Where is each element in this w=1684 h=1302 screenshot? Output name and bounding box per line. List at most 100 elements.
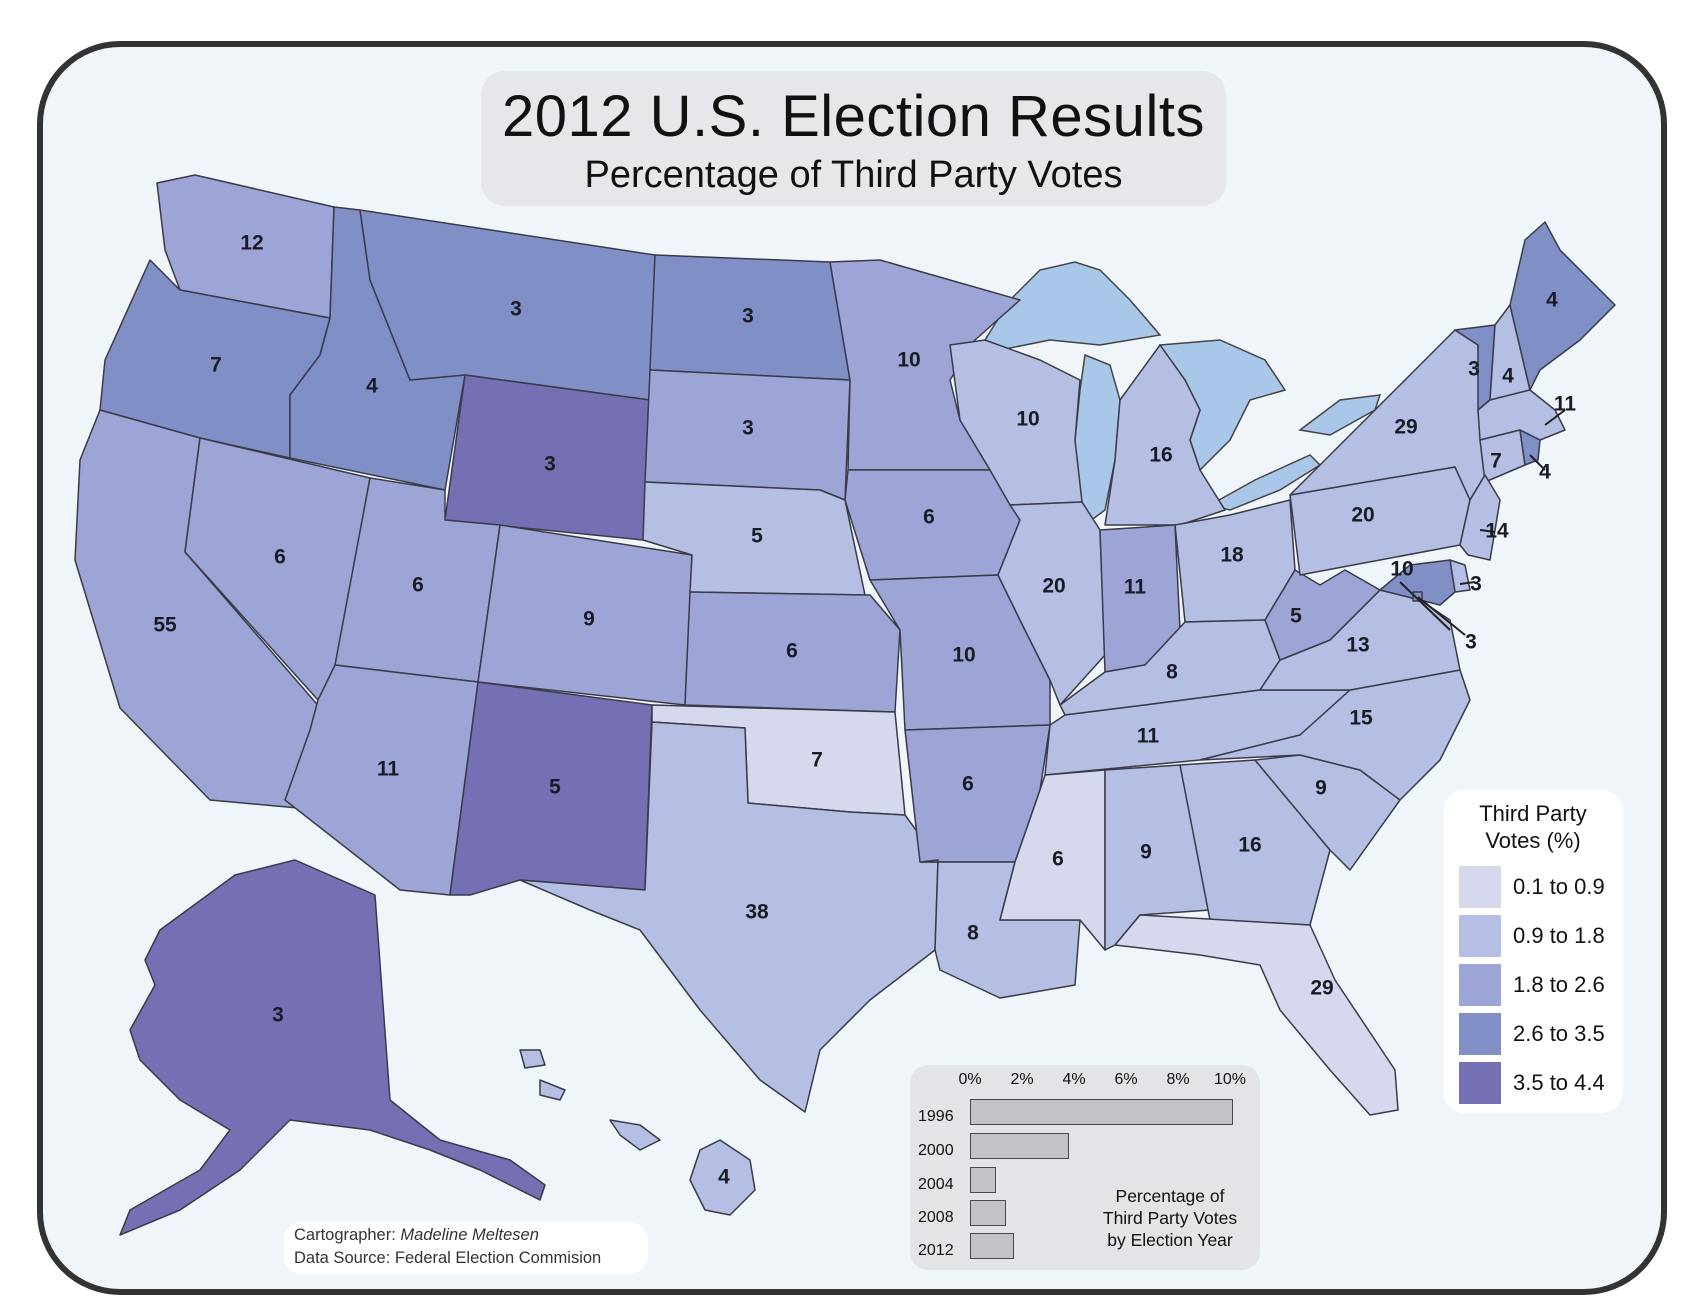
- bar-1996: [970, 1099, 1233, 1125]
- label-ut: 6: [412, 574, 424, 597]
- state-il[interactable]: [997, 501, 1106, 706]
- label-co: 9: [583, 608, 595, 631]
- year-label: 2000: [918, 1142, 954, 1159]
- state-tx[interactable]: [519, 721, 939, 1113]
- legend-item: 0.1 to 0.9: [1459, 866, 1619, 908]
- state-ks[interactable]: [684, 591, 901, 713]
- state-me[interactable]: [1509, 221, 1616, 391]
- data-source-credit: Data Source: Federal Election Commision: [294, 1249, 602, 1267]
- label-de: 3: [1470, 573, 1482, 596]
- label-wy: 3: [544, 453, 556, 476]
- legend-swatch: [1459, 1013, 1501, 1055]
- legend-item: 2.6 to 3.5: [1459, 1013, 1619, 1055]
- label-nc: 15: [1349, 707, 1373, 730]
- label-vt: 3: [1468, 358, 1480, 381]
- label-ia: 6: [923, 506, 935, 529]
- label-ne: 5: [751, 525, 763, 548]
- label-tn: 11: [1137, 725, 1160, 748]
- state-fl[interactable]: [1114, 914, 1399, 1116]
- tick-label: 2%: [1010, 1071, 1034, 1088]
- year-label: 2012: [918, 1242, 954, 1259]
- credits-box: Cartographer: Madeline Meltesen Data Sou…: [284, 1222, 648, 1274]
- year-label: 2008: [918, 1209, 954, 1226]
- label-sd: 3: [742, 417, 754, 440]
- label-ny: 29: [1394, 416, 1417, 439]
- bar-2008: [970, 1200, 1007, 1226]
- label-fl: 29: [1310, 977, 1333, 1000]
- leader-nj: [1479, 529, 1496, 533]
- label-ky: 8: [1166, 661, 1178, 684]
- state-hi[interactable]: [519, 1049, 756, 1216]
- legend-label: 0.1 to 0.9: [1513, 874, 1605, 899]
- label-ks: 6: [786, 640, 798, 663]
- tick-label: 8%: [1166, 1071, 1190, 1088]
- state-mn[interactable]: [829, 259, 1021, 471]
- bar-2012: [970, 1233, 1015, 1259]
- lake-ontario: [1298, 394, 1382, 436]
- legend-label: 3.5 to 4.4: [1513, 1070, 1605, 1095]
- lake-superior: [983, 261, 1162, 351]
- label-ca: 55: [153, 614, 177, 637]
- leader-dc: [1417, 596, 1466, 636]
- bar-2000: [970, 1133, 1069, 1159]
- legend-item: 0.9 to 1.8: [1459, 915, 1619, 957]
- label-ga: 16: [1238, 834, 1261, 857]
- label-me: 4: [1546, 289, 1558, 312]
- label-la: 8: [967, 922, 979, 945]
- tick-label: 0%: [958, 1071, 982, 1088]
- label-ri: 4: [1539, 461, 1551, 484]
- label-il: 20: [1042, 575, 1065, 598]
- inset-chart-caption: Percentage of Third Party Votes by Elect…: [1085, 1185, 1255, 1251]
- state-mi[interactable]: [1104, 344, 1226, 526]
- label-wv: 5: [1290, 605, 1302, 628]
- legend-title-line1: Third Party: [1479, 801, 1587, 826]
- cartographer-label: Cartographer:: [294, 1226, 396, 1244]
- label-pa: 20: [1351, 504, 1374, 527]
- label-ct: 7: [1490, 450, 1502, 473]
- year-label: 2004: [918, 1176, 954, 1193]
- legend-title: Third Party Votes (%): [1443, 800, 1623, 854]
- state-wi[interactable]: [949, 339, 1083, 506]
- label-id: 4: [366, 375, 378, 398]
- label-in: 11: [1124, 576, 1147, 599]
- state-ga[interactable]: [1179, 759, 1331, 926]
- leader-ri: [1529, 454, 1546, 471]
- states: [74, 174, 1616, 1236]
- tick-label: 6%: [1114, 1071, 1138, 1088]
- label-nm: 5: [549, 776, 561, 799]
- legend-swatch: [1459, 1062, 1501, 1104]
- label-nv: 6: [274, 546, 286, 569]
- state-ri[interactable]: [1519, 429, 1541, 466]
- leader-md: [1399, 581, 1451, 631]
- bar-2004: [970, 1167, 996, 1193]
- tick-label: 4%: [1062, 1071, 1086, 1088]
- label-dc: 3: [1465, 631, 1477, 654]
- caption-line: by Election Year: [1107, 1230, 1233, 1250]
- label-nd: 3: [742, 305, 754, 328]
- inset-bar-chart: 0% 2% 4% 6% 8% 10% 1996 2000 2004 2008 2…: [910, 1065, 1260, 1270]
- label-hi: 4: [718, 1166, 730, 1189]
- leader-lines: [1399, 409, 1566, 636]
- label-tx: 38: [745, 901, 769, 924]
- label-ms: 6: [1052, 848, 1064, 871]
- label-or: 7: [210, 354, 222, 377]
- state-labels: 12 7 55 6 4 3 3 6 11 9 5 3 3 5 6 7 38 10…: [153, 232, 1576, 1189]
- caption-line: Percentage of: [1115, 1186, 1225, 1206]
- map-title: 2012 U.S. Election Results: [502, 84, 1205, 149]
- label-nj: 14: [1485, 520, 1509, 543]
- label-ak: 3: [272, 1004, 284, 1027]
- great-lakes: [983, 261, 1382, 527]
- leader-de: [1459, 581, 1476, 585]
- label-oh: 18: [1220, 544, 1244, 567]
- label-al: 9: [1140, 841, 1152, 864]
- title-box: 2012 U.S. Election Results Percentage of…: [481, 71, 1226, 206]
- label-ok: 7: [811, 749, 823, 772]
- tick-label: 10%: [1213, 1071, 1247, 1088]
- state-nj[interactable]: [1459, 474, 1501, 561]
- cartographer-credit: Cartographer: Madeline Meltesen: [294, 1226, 539, 1245]
- state-ak[interactable]: [119, 859, 546, 1236]
- legend-item: 1.8 to 2.6: [1459, 964, 1619, 1006]
- label-wa: 12: [240, 232, 263, 255]
- state-nc[interactable]: [1199, 669, 1471, 801]
- label-mt: 3: [510, 298, 522, 321]
